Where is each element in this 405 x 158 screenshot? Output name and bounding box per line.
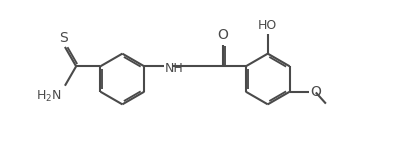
Text: O: O (310, 85, 321, 99)
Text: NH: NH (165, 62, 183, 75)
Text: H$_2$N: H$_2$N (36, 89, 61, 104)
Text: S: S (59, 31, 68, 45)
Text: O: O (217, 28, 228, 43)
Text: HO: HO (258, 19, 277, 32)
